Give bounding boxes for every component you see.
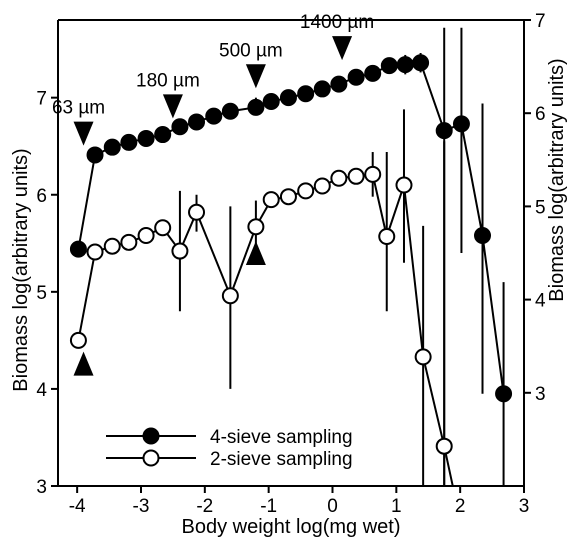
y-left-tick-label: 3: [36, 477, 47, 498]
data-point-4-sieve: [206, 109, 221, 124]
y-axis-right: 3 4 5 6 7: [524, 11, 546, 405]
x-tick-label: 1: [391, 496, 402, 517]
size-marker-label: 500 µm: [219, 40, 283, 61]
data-point-4-sieve: [315, 81, 330, 96]
y-right-tick-label: 4: [535, 291, 546, 312]
triangle-up-marker: [74, 352, 94, 376]
x-tick-label: 0: [327, 496, 338, 517]
data-point-4-sieve: [298, 86, 313, 101]
data-point-2-sieve: [315, 179, 330, 194]
data-point-4-sieve: [437, 123, 452, 138]
data-point-4-sieve: [349, 70, 364, 85]
data-point-4-sieve: [496, 386, 511, 401]
data-point-4-sieve: [475, 228, 490, 243]
x-tick-label: -2: [196, 496, 213, 517]
data-point-2-sieve: [298, 183, 313, 198]
data-point-4-sieve: [331, 77, 346, 92]
data-point-4-sieve: [172, 119, 187, 134]
triangle-down-marker: [163, 94, 183, 118]
data-point-4-sieve: [189, 114, 204, 129]
data-point-2-sieve: [155, 220, 170, 235]
data-point-4-sieve: [223, 104, 238, 119]
data-point-2-sieve: [121, 235, 136, 250]
size-marker-label: 1400 µm: [300, 12, 374, 33]
data-point-2-sieve: [139, 228, 154, 243]
x-tick-label: 2: [455, 496, 466, 517]
data-point-4-sieve: [248, 100, 263, 115]
y-right-tick-label: 7: [535, 11, 546, 32]
data-point-4-sieve: [105, 140, 120, 155]
y-left-tick-label: 5: [36, 283, 47, 304]
data-point-2-sieve: [88, 245, 103, 260]
data-point-4-sieve: [413, 55, 428, 70]
data-point-2-sieve: [281, 189, 296, 204]
data-point-4-sieve: [71, 242, 86, 257]
y-axis-left: 3 4 5 6 7: [36, 89, 58, 498]
x-tick-label: -4: [69, 496, 86, 517]
legend-marker: [144, 429, 159, 444]
data-point-2-sieve: [396, 178, 411, 193]
x-tick-label: 3: [519, 496, 530, 517]
triangle-down-marker: [74, 122, 94, 146]
data-point-2-sieve: [223, 288, 238, 303]
data-point-2-sieve: [349, 169, 364, 184]
triangle-down-marker: [332, 36, 352, 60]
data-point-2-sieve: [264, 192, 279, 207]
data-point-2-sieve: [248, 219, 263, 234]
data-point-4-sieve: [281, 90, 296, 105]
data-point-2-sieve: [331, 171, 346, 186]
size-marker-label: 180 µm: [136, 70, 200, 91]
y-left-tick-label: 7: [36, 89, 47, 110]
data-point-2-sieve: [379, 229, 394, 244]
y-axis-right-title: Biomass log(arbitrary units): [546, 58, 568, 301]
data-point-2-sieve: [437, 439, 452, 454]
legend-label: 4-sieve sampling: [210, 427, 353, 448]
data-point-2-sieve: [172, 244, 187, 259]
data-point-2-sieve: [365, 167, 380, 182]
size-markers: 63 µm 180 µm 500 µm 1400 µm: [52, 12, 374, 376]
data-point-4-sieve: [155, 127, 170, 142]
x-tick-label: -3: [133, 496, 150, 517]
legend-marker: [144, 451, 159, 466]
data-point-2-sieve: [105, 239, 120, 254]
y-right-tick-label: 3: [535, 384, 546, 405]
series-line: [78, 174, 465, 539]
data-point-2-sieve: [71, 333, 86, 348]
data-point-4-sieve: [382, 58, 397, 73]
x-axis: -4 -3 -2 -1 0 1 2 3: [69, 486, 530, 517]
size-marker-label: 63 µm: [52, 98, 105, 119]
data-point-2-sieve: [416, 349, 431, 364]
data-point-4-sieve: [398, 57, 413, 72]
data-point-4-sieve: [139, 131, 154, 146]
y-left-tick-label: 4: [36, 380, 47, 401]
triangle-down-marker: [246, 64, 266, 88]
x-axis-title: Body weight log(mg wet): [182, 516, 401, 538]
data-point-4-sieve: [454, 116, 469, 131]
data-point-4-sieve: [88, 147, 103, 162]
y-axis-left-title: Biomass log(arbitrary units): [10, 148, 32, 391]
y-right-tick-label: 5: [535, 197, 546, 218]
data-point-4-sieve: [365, 66, 380, 81]
y-right-tick-label: 6: [535, 104, 546, 125]
legend-label: 2-sieve sampling: [210, 449, 353, 470]
data-point-2-sieve: [189, 205, 204, 220]
x-tick-label: -1: [260, 496, 277, 517]
data-point-4-sieve: [121, 135, 136, 150]
data-point-4-sieve: [264, 94, 279, 109]
y-left-tick-label: 6: [36, 186, 47, 207]
